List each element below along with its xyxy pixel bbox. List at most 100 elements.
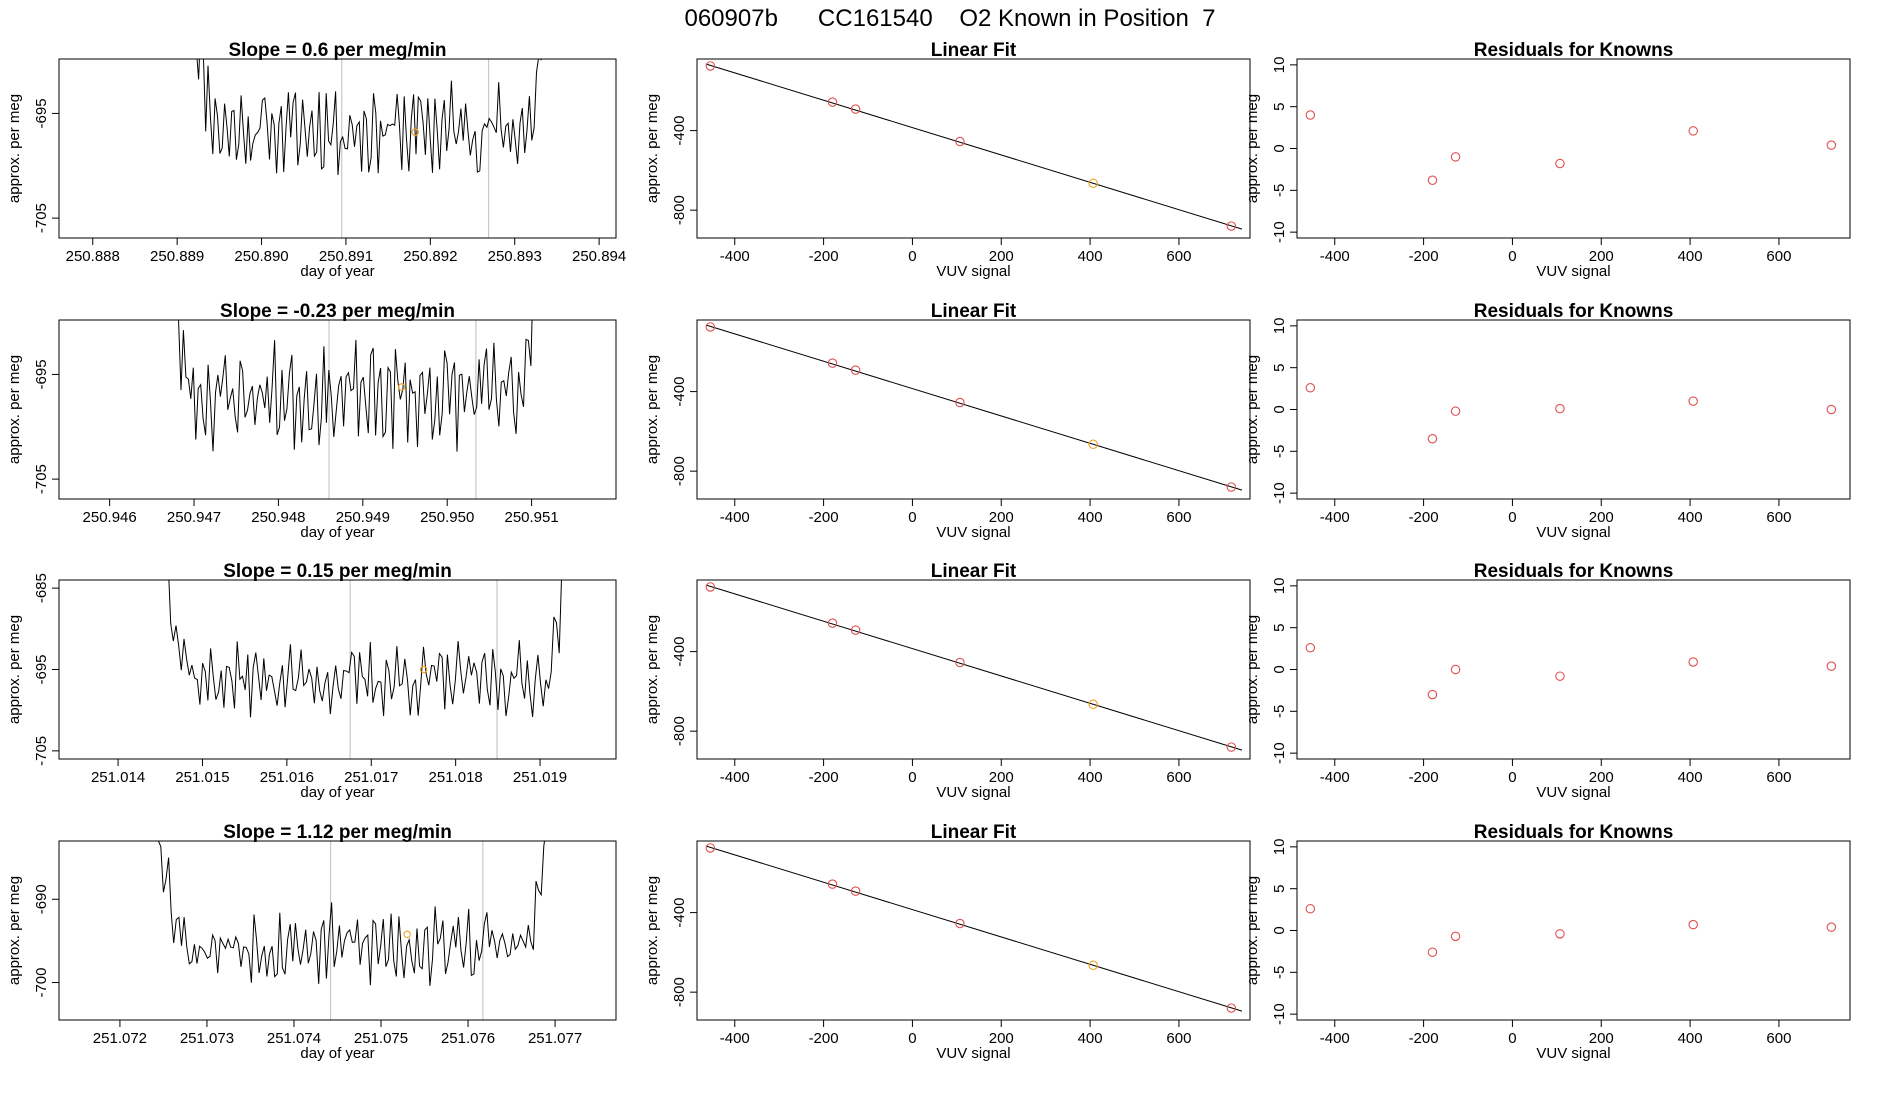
known-point [850, 886, 861, 896]
x-tick-label: 251.074 [267, 1030, 321, 1047]
y-tick-label: 0 [1271, 144, 1288, 152]
fit-line [705, 584, 1243, 751]
known-point [827, 358, 838, 368]
x-tick-label: 400 [1678, 1030, 1703, 1047]
x-axis-label: day of year [300, 1045, 374, 1062]
x-tick-label: 600 [1166, 769, 1191, 786]
y-tick-label: -400 [671, 116, 688, 146]
residual-point [1555, 403, 1565, 414]
y-tick-label: 0 [1271, 405, 1288, 413]
y-tick-label: 5 [1271, 885, 1288, 893]
plot-area [157, 841, 545, 1020]
plot-area [168, 580, 562, 759]
y-tick-label: -705 [33, 736, 50, 766]
plot-area [705, 61, 1243, 231]
x-axis-label: VUV signal [1536, 524, 1610, 541]
y-tick-label: -695 [33, 654, 50, 684]
known-point [955, 918, 965, 929]
residual-point [1450, 406, 1461, 416]
residual-point [1427, 175, 1438, 186]
x-tick-label: 0 [1508, 769, 1516, 786]
panel-title: Slope = 1.12 per meg/min [223, 822, 452, 843]
x-tick-label: -400 [720, 509, 750, 526]
x-tick-label: 600 [1166, 248, 1191, 265]
x-tick-label: 200 [1589, 509, 1614, 526]
y-tick-label: -695 [33, 359, 50, 389]
x-tick-label: 251.014 [91, 769, 145, 786]
known-point [1226, 1003, 1237, 1013]
y-tick-label: -10 [1271, 482, 1288, 504]
panel-title: Slope = 0.6 per meg/min [228, 40, 446, 61]
known-point [1088, 699, 1098, 710]
panel-residuals: Residuals for Knowns -400 -200 0 200 400 600 -1… [1244, 40, 1851, 280]
plot-area [173, 320, 533, 499]
x-tick-label: -200 [1409, 1030, 1439, 1047]
x-tick-label: 250.891 [319, 248, 373, 265]
x-axis-label: VUV signal [936, 263, 1010, 280]
known-point [1088, 178, 1098, 189]
y-axis-label: approx. per meg [6, 94, 23, 203]
y-axis-label: approx. per meg [644, 615, 661, 724]
x-tick-label: 0 [908, 248, 916, 265]
y-tick-label: 10 [1271, 57, 1288, 74]
x-tick-label: 400 [1678, 248, 1703, 265]
x-axis-label: day of year [300, 524, 374, 541]
panel-time-series: Slope = -0.23 per meg/min 250.946 250.947 2… [6, 301, 617, 541]
x-tick-label: 600 [1766, 509, 1791, 526]
residual-point [1826, 661, 1837, 671]
x-axis-label: VUV signal [936, 1045, 1010, 1062]
residual-point [1427, 434, 1438, 444]
residual-point [1555, 158, 1565, 169]
mean-marker [397, 383, 406, 391]
panel-linear-fit: Linear Fit -400 -200 0 200 400 600 -800 -400 VUV … [644, 822, 1251, 1062]
y-tick-label: 0 [1271, 665, 1288, 673]
panel-grid: Slope = 0.6 per meg/min 250.888 250.889 250… [6, 40, 1851, 1062]
plot-area [1305, 383, 1837, 444]
plot-frame [1296, 58, 1851, 239]
known-point [705, 843, 716, 853]
x-tick-label: 400 [1078, 769, 1103, 786]
y-axis-label: approx. per meg [1244, 355, 1261, 464]
x-tick-label: 250.894 [572, 248, 626, 265]
panel-linear-fit: Linear Fit -400 -200 0 200 400 600 -800 -400 VUV … [644, 301, 1251, 541]
x-tick-label: 251.018 [429, 769, 483, 786]
panel-residuals: Residuals for Knowns -400 -200 0 200 400 600 -1… [1244, 822, 1851, 1062]
x-tick-label: -200 [1409, 509, 1439, 526]
x-tick-label: 250.948 [251, 509, 305, 526]
x-tick-label: 200 [989, 248, 1014, 265]
y-tick-label: -5 [1271, 184, 1288, 197]
panel-title: Residuals for Knowns [1474, 40, 1674, 61]
y-tick-label: 10 [1271, 578, 1288, 595]
x-tick-label: 250.951 [504, 509, 558, 526]
fit-line [705, 63, 1243, 230]
known-point [850, 104, 861, 114]
x-tick-label: -400 [1320, 509, 1350, 526]
signal-trace [157, 841, 545, 986]
x-tick-label: -400 [720, 769, 750, 786]
plot-area [705, 843, 1243, 1013]
x-tick-label: 250.893 [488, 248, 542, 265]
plot-area [1305, 110, 1837, 186]
known-point [955, 136, 965, 147]
plot-frame [1296, 319, 1851, 500]
y-axis-label: approx. per meg [644, 94, 661, 203]
x-tick-label: 200 [989, 1030, 1014, 1047]
known-point [1088, 960, 1098, 971]
plot-area [705, 322, 1243, 492]
known-point [1088, 439, 1098, 450]
residual-point [1555, 929, 1565, 939]
known-point [827, 97, 838, 107]
residual-point [1305, 643, 1316, 653]
y-axis-label: approx. per meg [6, 876, 23, 985]
x-tick-label: 400 [1678, 769, 1703, 786]
known-point [1226, 742, 1237, 752]
plot-frame [58, 319, 617, 500]
y-tick-label: 10 [1271, 318, 1288, 335]
y-axis-label: approx. per meg [1244, 94, 1261, 203]
known-point [705, 322, 716, 332]
x-tick-label: 251.015 [175, 769, 229, 786]
y-tick-label: -400 [671, 377, 688, 407]
x-tick-label: 600 [1766, 1030, 1791, 1047]
panel-linear-fit: Linear Fit -400 -200 0 200 400 600 -800 -400 VUV … [644, 40, 1251, 280]
y-tick-label: -10 [1271, 742, 1288, 764]
